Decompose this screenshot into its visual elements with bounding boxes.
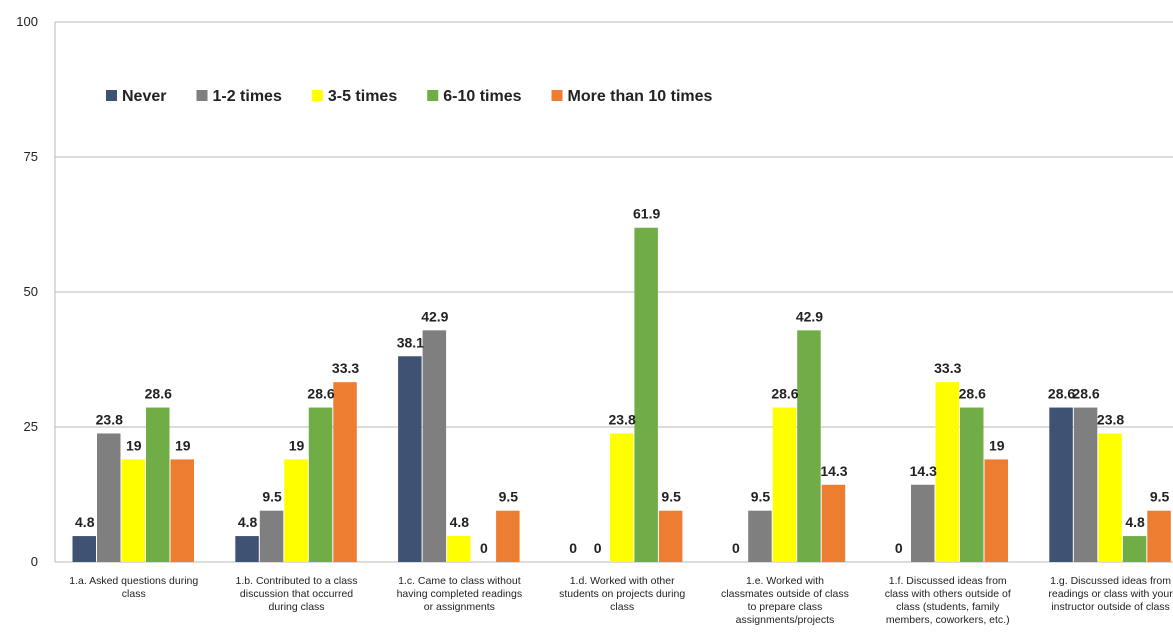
x-tick-label: 1.d. Worked with other students on projec… — [559, 575, 685, 613]
data-label: 28.6 — [1048, 386, 1075, 402]
legend-swatch — [311, 90, 323, 101]
bar-more-than-10-times-4 — [658, 510, 683, 562]
data-label: 23.8 — [609, 411, 636, 427]
y-tick-label: 100 — [16, 14, 38, 29]
data-label: 9.5 — [262, 489, 282, 505]
x-tick-label: 1.c. Came to class without having complet… — [397, 575, 523, 613]
data-label: 28.6 — [771, 386, 798, 402]
legend-label: 6-10 times — [443, 88, 521, 105]
y-axis: 0 25 50 75 100 — [16, 14, 56, 569]
bar-3-5-times-6 — [935, 382, 959, 562]
data-label: 23.8 — [96, 411, 123, 427]
data-label: 19 — [989, 437, 1005, 453]
legend: Never 1-2 times 3-5 times 6-10 times More th… — [106, 88, 713, 105]
legend-swatch — [106, 90, 117, 101]
bar-more-than-10-times-7 — [1147, 510, 1171, 562]
bar-more-than-10-times-5 — [821, 484, 846, 562]
bar-never-1 — [72, 536, 96, 562]
legend-label: Never — [122, 88, 166, 105]
x-tick-label: 1.e. Worked with classmates outside of cl… — [721, 575, 849, 626]
data-label: 14.3 — [910, 463, 937, 479]
bar-never-7 — [1049, 407, 1073, 562]
bar-6-10-times-5 — [797, 330, 821, 562]
legend-label: 3-5 times — [328, 88, 397, 105]
data-label: 33.3 — [934, 360, 961, 376]
data-label: 9.5 — [1150, 489, 1170, 505]
bar-1-2-times-7 — [1073, 407, 1098, 562]
bar-1-2-times-1 — [97, 433, 121, 562]
bar-more-than-10-times-3 — [496, 510, 520, 562]
data-label: 19 — [126, 437, 142, 453]
bar-1-2-times-2 — [259, 510, 284, 562]
bar-6-10-times-6 — [960, 407, 984, 562]
data-label: 33.3 — [332, 360, 359, 376]
bar-3-5-times-3 — [447, 536, 471, 562]
data-label: 28.6 — [145, 386, 172, 402]
legend-label: More than 10 times — [568, 88, 713, 105]
data-label: 19 — [175, 437, 191, 453]
x-tick-label: 1.a. Asked questions during class — [69, 575, 198, 600]
bar-6-10-times-4 — [634, 227, 658, 563]
data-label: 4.8 — [1125, 514, 1145, 530]
bar-never-2 — [235, 536, 259, 562]
y-tick-label: 0 — [31, 554, 38, 569]
bar-3-5-times-1 — [121, 459, 145, 562]
x-tick-label: 1.b. Contributed to a class discussion th… — [236, 575, 358, 613]
bar-1-2-times-3 — [422, 330, 447, 562]
bar-3-5-times-2 — [284, 459, 308, 562]
bar-3-5-times-5 — [772, 407, 797, 562]
legend-swatch — [196, 90, 208, 101]
data-label: 0 — [732, 540, 740, 556]
bar-1-2-times-5 — [748, 510, 772, 562]
data-label: 0 — [895, 540, 903, 556]
bar-6-10-times-1 — [146, 407, 170, 562]
x-tick-label: 1.g. Discussed ideas from readings or cla… — [1048, 575, 1173, 613]
data-label: 61.9 — [633, 206, 660, 222]
data-label: 4.8 — [450, 514, 470, 530]
data-label: 9.5 — [661, 489, 681, 505]
data-label: 4.8 — [238, 514, 258, 530]
bar-never-3 — [398, 356, 422, 562]
y-tick-label: 25 — [24, 419, 38, 434]
data-label: 9.5 — [499, 489, 519, 505]
legend-swatch — [427, 90, 439, 101]
bar-more-than-10-times-2 — [333, 382, 357, 562]
bar-1-2-times-6 — [911, 484, 935, 562]
data-label: 28.6 — [307, 386, 334, 402]
data-label: 9.5 — [751, 489, 771, 505]
legend-swatch — [551, 90, 563, 101]
data-label: 23.8 — [1097, 411, 1124, 427]
bars — [72, 227, 1171, 563]
data-label: 28.6 — [959, 386, 986, 402]
data-label: 42.9 — [421, 308, 448, 324]
data-label: 0 — [569, 540, 577, 556]
bar-more-than-10-times-1 — [170, 459, 194, 562]
data-label: 38.1 — [397, 334, 424, 350]
data-label: 4.8 — [75, 514, 95, 530]
data-label: 0 — [594, 540, 602, 556]
bar-6-10-times-2 — [308, 407, 333, 562]
legend-label: 1-2 times — [212, 88, 281, 105]
data-label: 28.6 — [1072, 386, 1099, 402]
bar-6-10-times-7 — [1122, 536, 1147, 562]
bar-3-5-times-7 — [1098, 433, 1122, 562]
bar-more-than-10-times-6 — [984, 459, 1008, 562]
y-tick-label: 50 — [24, 284, 38, 299]
y-tick-label: 75 — [24, 149, 38, 164]
data-label: 14.3 — [820, 463, 847, 479]
data-label: 42.9 — [796, 308, 823, 324]
x-axis: 1.a. Asked questions during class 1.b. Con… — [69, 575, 1173, 626]
data-label: 19 — [289, 437, 305, 453]
x-tick-label: 1.f. Discussed ideas from class with othe… — [885, 575, 1011, 626]
data-label: 0 — [480, 540, 488, 556]
data-labels: 4.823.81928.6194.89.51928.633.338.142.94… — [75, 206, 1169, 556]
bar-3-5-times-4 — [609, 433, 634, 562]
